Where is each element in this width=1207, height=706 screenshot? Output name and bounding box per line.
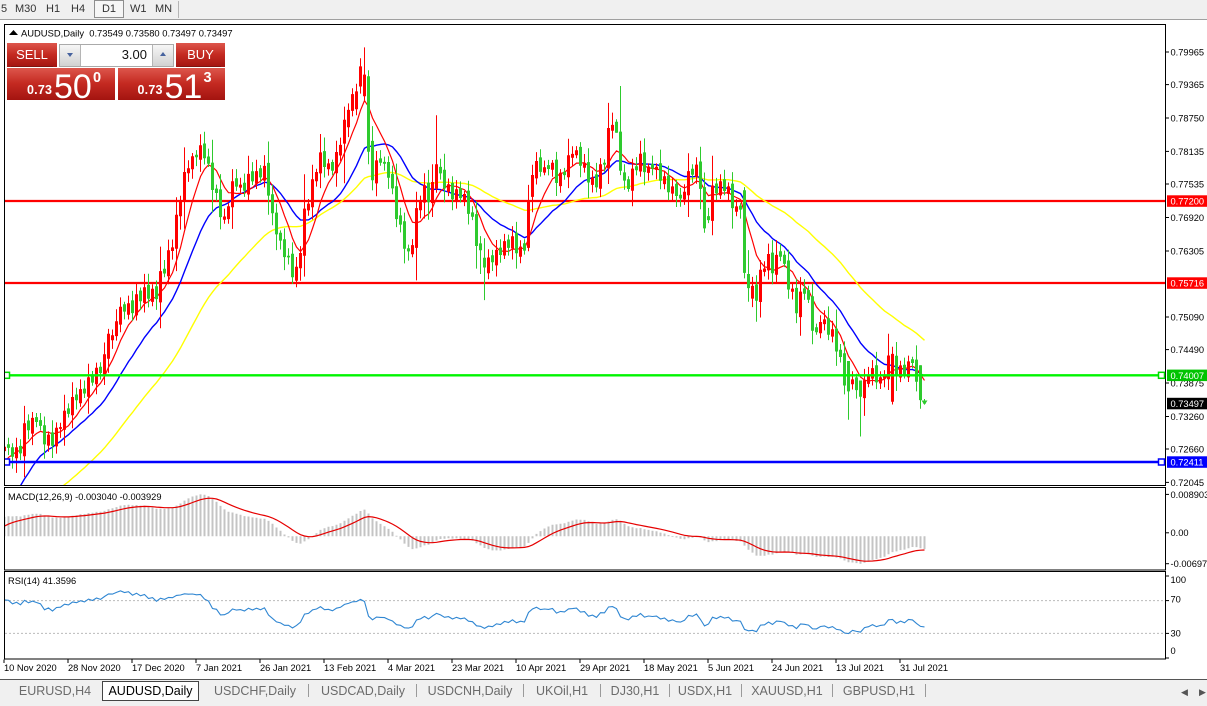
svg-text:0.77535: 0.77535	[1171, 179, 1205, 189]
svg-text:0.72045: 0.72045	[1171, 478, 1205, 488]
svg-text:0.75090: 0.75090	[1171, 312, 1205, 322]
svg-text:18 May 2021: 18 May 2021	[644, 663, 698, 673]
svg-text:0.79965: 0.79965	[1171, 47, 1205, 57]
svg-text:23 Mar 2021: 23 Mar 2021	[452, 663, 504, 673]
svg-text:17 Dec 2020: 17 Dec 2020	[132, 663, 185, 673]
svg-text:0.78135: 0.78135	[1171, 147, 1205, 157]
svg-text:0.79365: 0.79365	[1171, 80, 1205, 90]
svg-text:0.72411: 0.72411	[1171, 458, 1204, 468]
svg-text:0.72660: 0.72660	[1171, 444, 1205, 454]
svg-text:31 Jul 2021: 31 Jul 2021	[900, 663, 948, 673]
svg-text:AUDUSD,Daily 0.73549 0.73580: AUDUSD,Daily 0.73549 0.73580 0.73497 0.7…	[21, 28, 233, 39]
svg-text:MACD(12,26,9) -0.003040 -0.003: MACD(12,26,9) -0.003040 -0.003929	[8, 492, 162, 502]
svg-text:0.74007: 0.74007	[1171, 371, 1205, 381]
svg-text:28 Nov 2020: 28 Nov 2020	[68, 663, 121, 673]
svg-text:0.008903: 0.008903	[1171, 490, 1207, 500]
svg-text:0.00: 0.00	[1171, 528, 1189, 538]
svg-text:26 Jan 2021: 26 Jan 2021	[260, 663, 311, 673]
svg-text:-0.00697: -0.00697	[1171, 559, 1207, 569]
svg-text:29 Apr 2021: 29 Apr 2021	[580, 663, 630, 673]
svg-text:7 Jan 2021: 7 Jan 2021	[196, 663, 242, 673]
svg-text:0.73875: 0.73875	[1171, 378, 1205, 388]
svg-text:70: 70	[1171, 595, 1181, 605]
svg-text:0.76920: 0.76920	[1171, 213, 1205, 223]
svg-text:100: 100	[1171, 575, 1187, 585]
svg-text:0.73260: 0.73260	[1171, 412, 1205, 422]
svg-text:13 Feb 2021: 13 Feb 2021	[324, 663, 376, 673]
svg-text:0.73497: 0.73497	[1171, 399, 1205, 409]
svg-text:5 Jun 2021: 5 Jun 2021	[708, 663, 754, 673]
svg-text:0.78750: 0.78750	[1171, 113, 1205, 123]
svg-text:4 Mar 2021: 4 Mar 2021	[388, 663, 435, 673]
svg-text:10 Apr 2021: 10 Apr 2021	[516, 663, 566, 673]
svg-text:0.77200: 0.77200	[1171, 197, 1205, 207]
svg-text:0.74490: 0.74490	[1171, 345, 1205, 355]
svg-text:13 Jul 2021: 13 Jul 2021	[836, 663, 884, 673]
svg-text:30: 30	[1171, 629, 1181, 639]
svg-text:0.76305: 0.76305	[1171, 246, 1205, 256]
svg-text:0.75716: 0.75716	[1171, 279, 1205, 289]
svg-text:24 Jun 2021: 24 Jun 2021	[772, 663, 823, 673]
svg-text:0: 0	[1171, 646, 1176, 656]
svg-text:RSI(14) 41.3596: RSI(14) 41.3596	[8, 576, 76, 586]
svg-text:10 Nov 2020: 10 Nov 2020	[4, 663, 57, 673]
